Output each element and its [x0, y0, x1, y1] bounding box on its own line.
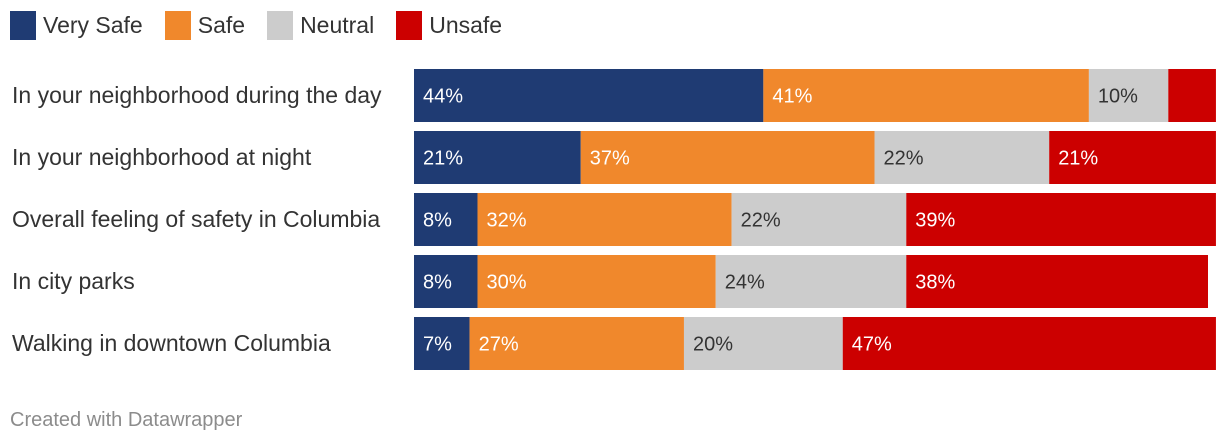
data-label-safe-row-5: 27%: [479, 334, 519, 356]
bar-neutral-row-2: [874, 131, 1050, 184]
category-label-day: In your neighborhood during the day: [12, 82, 382, 108]
legend-swatch-neutral: [267, 11, 294, 40]
legend-item-neutral: Neutral: [267, 11, 374, 40]
bar-neutral-row-4: [715, 255, 907, 308]
bar-neutral-row-3: [731, 193, 907, 246]
bar-unsafe-row-3: [906, 193, 1216, 246]
data-label-very-safe-row-4: 8%: [423, 272, 452, 294]
data-label-very-safe-row-2: 21%: [423, 148, 463, 170]
data-label-safe-row-4: 30%: [487, 272, 527, 294]
category-label-downtown: Walking in downtown Columbia: [12, 330, 331, 356]
data-label-neutral-row-2: 22%: [884, 148, 924, 170]
legend-label-safe: Safe: [197, 12, 246, 38]
bar-safe-row-5: [469, 317, 684, 370]
data-label-unsafe-row-3: 39%: [915, 210, 955, 232]
data-label-unsafe-row-2: 21%: [1058, 148, 1098, 170]
bar-very-safe-row-4: [414, 255, 478, 308]
bar-unsafe-row-5: [842, 317, 1216, 370]
bar-very-safe-row-3: [414, 193, 478, 246]
bar-very-safe-row-2: [414, 131, 581, 184]
legend-label-very-safe: Very Safe: [43, 12, 143, 38]
data-label-neutral-row-3: 22%: [741, 210, 781, 232]
bar-safe-row-4: [477, 255, 716, 308]
legend-swatch-unsafe: [396, 11, 423, 40]
data-label-unsafe-row-4: 38%: [915, 272, 955, 294]
data-label-very-safe-row-3: 8%: [423, 210, 452, 232]
data-label-safe-row-1: 41%: [772, 86, 812, 108]
data-label-safe-row-3: 32%: [487, 210, 527, 232]
bar-very-safe-row-5: [414, 317, 470, 370]
bar-neutral-row-5: [683, 317, 843, 370]
category-label-parks: In city parks: [12, 268, 135, 294]
data-label-neutral-row-5: 20%: [693, 334, 733, 356]
legend-swatch-safe: [164, 11, 191, 40]
bar-safe-row-2: [580, 131, 875, 184]
bar-unsafe-row-1: [1168, 69, 1216, 122]
legend-swatch-very-safe: [10, 11, 36, 40]
legend-label-unsafe: Unsafe: [429, 12, 503, 38]
category-label-night: In your neighborhood at night: [12, 144, 312, 170]
legend-item-safe: Safe: [164, 11, 246, 40]
data-label-unsafe-row-5: 47%: [852, 334, 892, 356]
data-label-very-safe-row-5: 7%: [423, 334, 452, 356]
bar-safe-row-3: [477, 193, 732, 246]
bar-safe-row-1: [763, 69, 1089, 122]
data-label-safe-row-2: 37%: [590, 148, 630, 170]
data-label-neutral-row-1: 10%: [1098, 86, 1138, 108]
data-label-very-safe-row-1: 44%: [423, 86, 463, 108]
legend-item-unsafe: Unsafe: [396, 11, 502, 40]
footer-credit: Created with Datawrapper: [10, 409, 243, 431]
category-label-overall: Overall feeling of safety in Columbia: [12, 206, 381, 232]
legend-label-neutral: Neutral: [300, 12, 375, 38]
bar-unsafe-row-4: [906, 255, 1208, 308]
bar-very-safe-row-1: [414, 69, 764, 122]
bar-neutral-row-1: [1088, 69, 1169, 122]
legend-item-very-safe: Very Safe: [10, 11, 143, 40]
data-label-neutral-row-4: 24%: [725, 272, 765, 294]
bar-unsafe-row-2: [1049, 131, 1216, 184]
legend: Very Safe Safe Neutral Unsafe: [10, 11, 524, 40]
